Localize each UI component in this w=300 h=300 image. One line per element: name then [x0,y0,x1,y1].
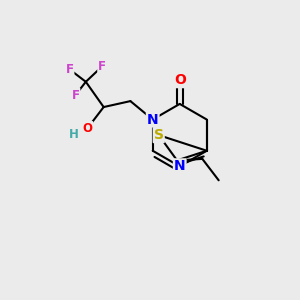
Text: N: N [147,112,158,127]
Text: S: S [154,128,164,142]
Text: O: O [82,122,92,135]
Text: O: O [174,73,186,87]
Text: F: F [98,60,106,73]
Text: N: N [174,159,185,173]
Text: H: H [69,128,79,141]
Text: F: F [65,63,74,76]
Text: F: F [71,89,80,102]
